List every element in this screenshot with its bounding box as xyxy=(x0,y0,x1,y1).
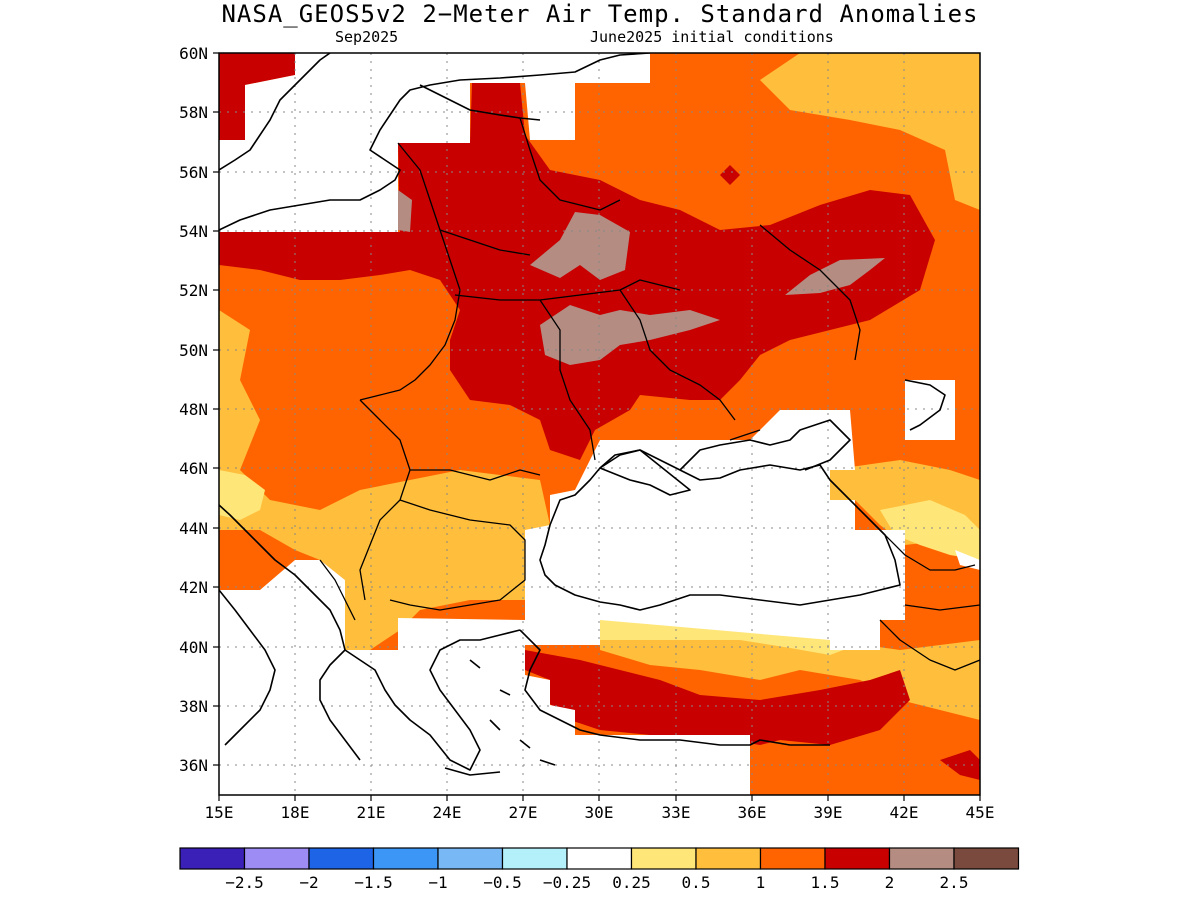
lon-tick-label: 21E xyxy=(357,803,386,822)
coastlines-and-borders xyxy=(219,53,980,776)
colorbar-label: −1 xyxy=(428,873,447,892)
turkey-coast xyxy=(519,629,830,746)
lon-tick-label: 45E xyxy=(966,803,995,822)
aegean-islands xyxy=(444,659,556,776)
forecast-month: Sep2025 xyxy=(335,28,399,46)
anomaly-fill-lightorange-w xyxy=(219,310,550,650)
azov-coast xyxy=(679,419,851,471)
lat-tick-label: 48N xyxy=(179,400,208,419)
colorbar-swatch xyxy=(566,847,633,870)
greece-coast xyxy=(344,629,521,771)
crimea xyxy=(599,449,691,496)
anomaly-fill-darkred-spot xyxy=(720,165,740,185)
initial-conditions: June2025 initial conditions xyxy=(590,28,834,46)
anomaly-fill-yellow-w xyxy=(219,470,265,520)
colorbar-label: −2.5 xyxy=(225,873,264,892)
colorbar-swatch xyxy=(179,847,246,870)
anomaly-fill-lightorange-ne xyxy=(760,53,980,210)
anomaly-fill-brown-central xyxy=(540,305,720,365)
caspian-west-coast xyxy=(904,379,946,431)
chart-title: NASA_GEOS5v2 2−Meter Air Temp. Standard … xyxy=(221,0,979,28)
colorbar-label: 2.5 xyxy=(940,873,969,892)
colorbar-swatch xyxy=(372,847,439,870)
scandinavia-coast xyxy=(219,53,331,171)
lat-tick-label: 54N xyxy=(179,222,208,241)
anomaly-fill-darkred-north xyxy=(219,53,295,140)
anomaly-field xyxy=(219,53,980,795)
mask-caucasus-south xyxy=(830,620,880,650)
adriatic-coast xyxy=(219,504,361,761)
colorbar-swatch xyxy=(308,847,375,870)
anomaly-fill-brown-west xyxy=(530,212,630,280)
lat-tick-label: 52N xyxy=(179,281,208,300)
gulf-of-finland xyxy=(419,84,541,121)
borders xyxy=(319,117,980,671)
lon-tick-label: 36E xyxy=(738,803,767,822)
colorbar-swatch xyxy=(695,847,762,870)
lat-tick-label: 46N xyxy=(179,459,208,478)
anomaly-fill-brown-east xyxy=(785,258,885,295)
lat-tick-label: 40N xyxy=(179,638,208,657)
colorbar-label: −0.5 xyxy=(483,873,522,892)
anomaly-fill-brown-nw xyxy=(398,190,412,232)
anomaly-fill-darkred-central xyxy=(219,83,935,460)
lat-tick-label: 44N xyxy=(179,519,208,538)
lon-tick-label: 33E xyxy=(662,803,691,822)
lat-tick-label: 60N xyxy=(179,44,208,63)
colorbar-label: −2 xyxy=(299,873,318,892)
lon-tick-label: 15E xyxy=(205,803,234,822)
colorbar-label: −1.5 xyxy=(354,873,393,892)
lat-tick-label: 58N xyxy=(179,103,208,122)
colorbar-label: −0.25 xyxy=(543,873,591,892)
baltic-coast xyxy=(219,53,651,231)
colorbar-swatch xyxy=(501,847,568,870)
colorbar-label: 1.5 xyxy=(811,873,840,892)
anomaly-fill-darkred-south xyxy=(525,650,910,745)
colorbar: −2.5 −2 −1.5 −1 −0.5 −0.25 0.25 0.5 1 1.5 2 2.5 xyxy=(179,847,1020,892)
lat-tick-label: 56N xyxy=(179,163,208,182)
colorbar-label: 2 xyxy=(885,873,895,892)
lon-tick-label: 30E xyxy=(585,803,614,822)
colorbar-swatch xyxy=(888,847,955,870)
colorbar-swatch xyxy=(759,847,826,870)
mask-northwest xyxy=(219,53,650,232)
colorbar-swatch xyxy=(630,847,697,870)
mask-caucasus xyxy=(905,380,955,440)
lon-tick-label: 27E xyxy=(509,803,538,822)
colorbar-swatch xyxy=(243,847,310,870)
lon-tick-label: 24E xyxy=(433,803,462,822)
lat-tick-label: 38N xyxy=(179,697,208,716)
italy-coast xyxy=(219,589,276,746)
lon-tick-label: 42E xyxy=(890,803,919,822)
lat-tick-label: 50N xyxy=(179,341,208,360)
colorbar-label: 0.25 xyxy=(612,873,651,892)
lat-tick-label: 42N xyxy=(179,578,208,597)
lat-tick-label: 36N xyxy=(179,756,208,775)
colorbar-swatch xyxy=(824,847,891,870)
mask-aegean xyxy=(219,560,750,795)
lon-tick-label: 39E xyxy=(814,803,843,822)
lon-tick-label: 18E xyxy=(281,803,310,822)
colorbar-swatch xyxy=(437,847,504,870)
colorbar-label: 0.5 xyxy=(682,873,711,892)
colorbar-swatch xyxy=(953,847,1020,870)
anomaly-fill-yellow-e xyxy=(880,500,980,560)
colorbar-label: 1 xyxy=(756,873,766,892)
anomaly-fill-darkred-se xyxy=(940,750,980,780)
